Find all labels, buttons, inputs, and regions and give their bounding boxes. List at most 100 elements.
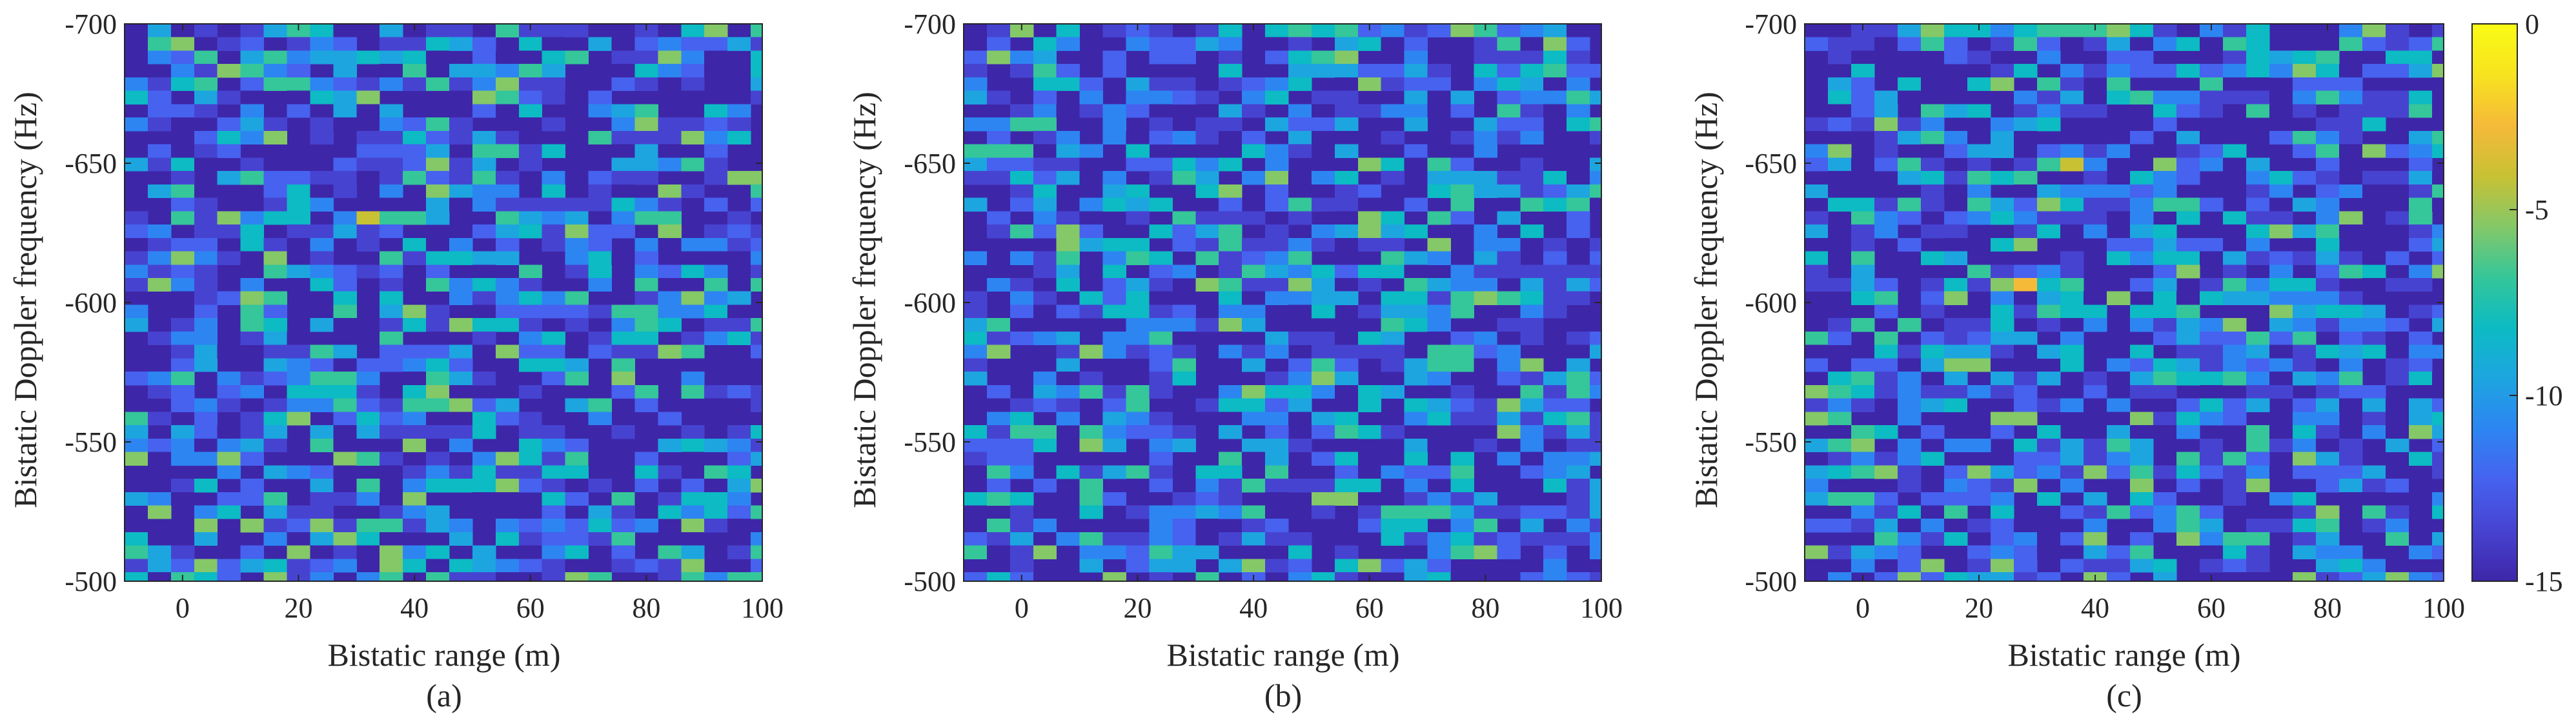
heatmap-cell: [518, 50, 543, 65]
heatmap-cell: [2130, 412, 2154, 426]
heatmap-cell: [964, 372, 988, 386]
panel-b: 0 20 40 60 80 100-700-650-600-550-500 Bistati…: [846, 8, 1623, 713]
panel-label-c: (c): [2106, 677, 2142, 713]
heatmap-cell: [1265, 171, 1289, 185]
heatmap-cell: [263, 50, 287, 65]
heatmap-cell: [1874, 425, 1898, 439]
heatmap-cell: [2060, 532, 2084, 546]
heatmap-cell: [611, 545, 635, 559]
heatmap-cell: [1874, 277, 1898, 292]
heatmap-cell: [1898, 318, 1922, 332]
heatmap-cell: [1149, 559, 1173, 573]
heatmap-cell: [2269, 197, 2293, 212]
heatmap-cell: [1242, 412, 1266, 426]
heatmap-cell: [472, 344, 496, 359]
heatmap-cell: [634, 519, 658, 533]
heatmap-cell: [310, 291, 334, 305]
y-tick-label-b: -650: [904, 148, 956, 179]
heatmap-cell: [986, 438, 1011, 453]
heatmap-cell: [333, 90, 357, 105]
heatmap-cell: [495, 64, 520, 78]
heatmap-cell: [542, 24, 566, 38]
heatmap-cell: [1357, 277, 1382, 292]
heatmap-cell: [542, 559, 566, 573]
heatmap-cell: [2107, 559, 2131, 573]
heatmap-cell: [2153, 304, 2177, 319]
heatmap-cell: [681, 24, 705, 38]
heatmap-cell: [634, 344, 658, 359]
heatmap-cell: [1898, 117, 1922, 132]
heatmap-cell: [565, 304, 589, 319]
heatmap-cell: [1874, 492, 1898, 506]
heatmap-cell: [588, 117, 612, 132]
heatmap-cell: [1567, 425, 1590, 439]
heatmap-cell: [565, 211, 589, 225]
heatmap-cell: [2293, 492, 2317, 506]
heatmap-cell: [426, 264, 450, 279]
heatmap-cell: [1381, 465, 1405, 479]
heatmap-cell: [1219, 465, 1242, 479]
heatmap-cell: [2130, 452, 2154, 466]
heatmap-cell: [2316, 184, 2340, 199]
heatmap-cell: [263, 24, 287, 38]
heatmap-cell: [1828, 50, 1852, 65]
heatmap-cell: [2386, 171, 2409, 185]
heatmap-cell: [1311, 130, 1335, 145]
heatmap-cell: [1898, 344, 1922, 359]
heatmap-cell: [147, 37, 172, 51]
heatmap-cell: [495, 277, 520, 292]
heatmap-cell: [1590, 331, 1602, 346]
heatmap-cell: [2107, 372, 2131, 386]
heatmap-cell: [2223, 318, 2247, 332]
heatmap-cell: [1381, 505, 1405, 519]
heatmap-cell: [2130, 24, 2154, 38]
heatmap-cell: [310, 77, 334, 92]
heatmap-cell: [1874, 344, 1898, 359]
heatmap-cell: [518, 465, 543, 479]
heatmap-cell: [2176, 505, 2200, 519]
x-tick-label-b: 100: [1580, 592, 1623, 624]
heatmap-cell: [333, 452, 357, 466]
heatmap-cell: [2014, 438, 2038, 453]
heatmap-cell: [1381, 331, 1405, 346]
heatmap-cell: [704, 505, 728, 519]
heatmap-cell: [1195, 224, 1219, 239]
heatmap-cell: [1497, 184, 1521, 199]
heatmap-cell: [1967, 197, 1991, 212]
heatmap-cell: [472, 465, 496, 479]
heatmap-cell: [2432, 237, 2444, 252]
heatmap-cell: [1288, 211, 1312, 225]
heatmap-cell: [1921, 130, 1945, 145]
heatmap-cell: [1427, 492, 1451, 506]
heatmap-cell: [1567, 264, 1590, 279]
heatmap-cell: [356, 237, 380, 252]
heatmap-cell: [240, 331, 265, 346]
heatmap-cell: [986, 492, 1011, 506]
heatmap-cell: [634, 559, 658, 573]
x-axis-label-c: Bistatic range (m): [2008, 637, 2241, 673]
heatmap-cell: [1334, 144, 1359, 158]
heatmap-cell: [1450, 224, 1474, 239]
heatmap-cell: [263, 264, 287, 279]
heatmap-cell: [125, 479, 148, 493]
heatmap-cell: [1851, 479, 1875, 493]
heatmap-cell: [310, 479, 334, 493]
heatmap-cell: [170, 492, 195, 506]
heatmap-cell: [1967, 479, 1991, 493]
heatmap-cell: [1126, 384, 1150, 399]
heatmap-cell: [658, 197, 682, 212]
heatmap-cell: [542, 50, 566, 65]
heatmap-cell: [2246, 331, 2270, 346]
heatmap-cell: [2339, 318, 2363, 332]
heatmap-cell: [2409, 157, 2433, 172]
heatmap-cell: [2339, 492, 2363, 506]
heatmap-cell: [310, 277, 334, 292]
heatmap-cell: [1195, 157, 1219, 172]
heatmap-cell: [449, 479, 473, 493]
heatmap-cell: [125, 277, 148, 292]
heatmap-cell: [1898, 157, 1922, 172]
heatmap-cell: [1149, 519, 1173, 533]
heatmap-cell: [2386, 50, 2409, 65]
heatmap-cell: [1219, 384, 1242, 399]
heatmap-cell: [964, 532, 988, 546]
